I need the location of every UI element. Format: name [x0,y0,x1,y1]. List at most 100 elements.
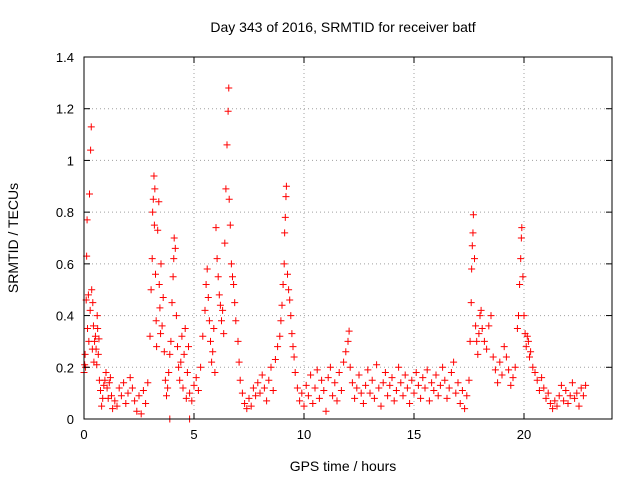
data-point [179,384,187,392]
data-point [224,107,232,115]
data-point [421,384,429,392]
data-point [480,337,488,345]
data-point [342,348,350,356]
data-point [344,337,352,345]
data-point [290,353,298,361]
data-point [439,363,447,371]
data-point [238,389,246,397]
data-point [523,332,531,340]
data-point [276,332,284,340]
data-point [450,358,458,366]
data-point [496,358,504,366]
data-point [97,387,104,395]
data-point [163,392,170,400]
data-point [335,368,343,376]
x-axis-label: GPS time / hours [290,458,397,474]
y-tick-label: 0.8 [56,205,74,220]
data-point [468,242,476,250]
data-point [220,330,228,338]
data-point [197,363,205,371]
data-point [351,394,359,402]
data-point [465,376,473,384]
data-point [151,185,159,193]
data-point [474,350,482,358]
data-point [241,399,249,407]
data-point [156,304,164,312]
data-point [436,381,444,389]
data-point [454,379,462,387]
data-point [491,366,499,374]
data-point [229,273,236,281]
data-point [370,394,378,402]
data-point [472,322,480,330]
data-point [518,224,526,232]
data-point [443,394,451,402]
data-point [573,389,581,397]
data-point [89,322,97,330]
data-point [150,221,158,229]
data-point [494,379,502,387]
data-point [227,260,235,268]
data-point [93,361,101,369]
data-point [192,374,200,382]
data-point [355,371,363,379]
data-point [159,293,167,301]
data-point [522,343,530,351]
data-point [126,374,134,382]
data-point [254,379,262,387]
data-point [124,389,132,397]
data-point [230,281,238,289]
data-point [176,376,184,384]
data-point [160,348,168,356]
data-point [190,381,198,389]
data-point [231,299,239,307]
data-point [551,397,559,405]
data-point [348,379,356,387]
data-point [168,299,176,307]
data-point [91,337,99,345]
data-point [447,368,455,376]
data-point [226,221,234,229]
data-point [88,286,96,294]
plot-frame [83,56,613,420]
y-tick-label: 0 [67,412,74,427]
data-point [524,337,532,345]
data-point [507,381,515,389]
data-point [498,371,506,379]
data-point [564,399,572,407]
data-point [357,389,365,397]
data-point [282,182,290,190]
x-tick-label: 0 [80,427,87,442]
data-point [485,322,493,330]
data-point [311,384,319,392]
x-tick-label: 20 [517,427,531,442]
data-point [87,146,95,154]
data-point [377,402,385,410]
data-point [487,312,495,320]
data-point [502,353,510,361]
data-point [289,343,297,351]
data-point [293,384,301,392]
data-point [210,325,218,332]
data-point [120,379,128,387]
data-point [302,381,310,389]
data-point [475,330,483,338]
data-point [142,399,150,407]
data-point [397,379,405,387]
data-point [384,392,392,400]
data-point [467,299,475,307]
data-point [84,291,92,299]
data-point [152,317,160,325]
data-point [516,281,524,289]
x-tick-label: 5 [190,427,197,442]
data-point [577,384,585,392]
data-point [483,345,491,353]
data-point [135,392,143,400]
data-point [277,317,285,325]
data-point [98,402,106,410]
data-point [471,255,478,263]
data-point [403,384,411,392]
data-point [180,350,188,358]
